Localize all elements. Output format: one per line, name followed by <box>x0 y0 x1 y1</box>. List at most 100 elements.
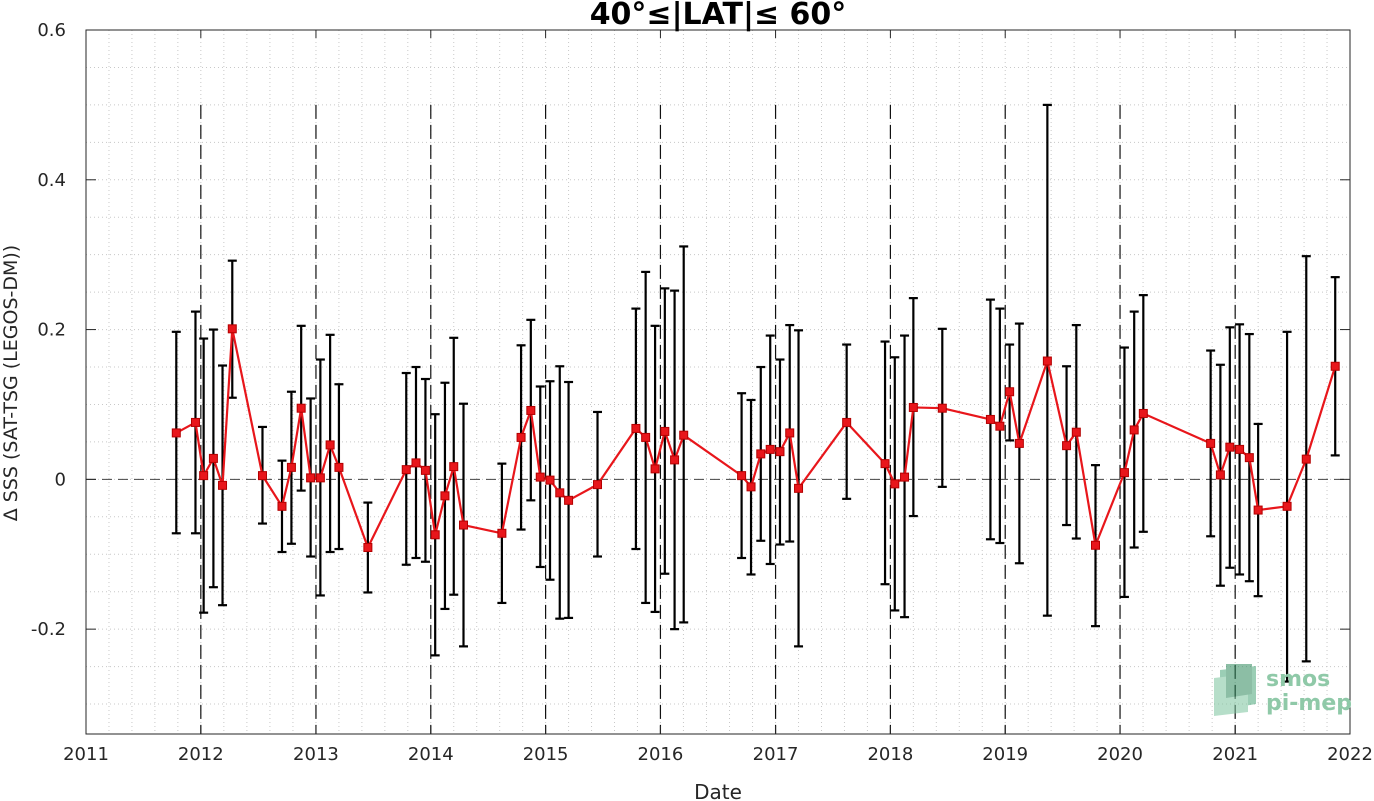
x-tick-label: 2021 <box>1212 744 1258 765</box>
logo-mark-icon <box>1214 664 1256 716</box>
data-point <box>315 473 325 483</box>
data-point <box>746 482 756 492</box>
data-point <box>765 444 775 454</box>
data-point <box>218 480 228 490</box>
smos-pimep-logo: smos pi-mep <box>1214 664 1352 716</box>
data-point <box>1206 438 1216 448</box>
data-point <box>296 403 306 413</box>
data-point <box>785 428 795 438</box>
data-point <box>286 462 296 472</box>
data-point <box>411 458 421 468</box>
data-point <box>880 459 890 469</box>
data-point <box>555 488 565 498</box>
data-point <box>497 528 507 538</box>
data-point <box>1129 425 1139 435</box>
year-divider-lines <box>200 104 1236 734</box>
data-point <box>1062 441 1072 451</box>
data-point <box>208 453 218 463</box>
data-point <box>1138 408 1148 418</box>
data-point <box>1330 361 1340 371</box>
data-point <box>1119 468 1129 478</box>
data-point <box>756 449 766 459</box>
x-tick-label: 2020 <box>1097 744 1143 765</box>
x-tick-label: 2011 <box>63 744 109 765</box>
x-tick-label: 2013 <box>293 744 339 765</box>
data-point <box>334 462 344 472</box>
x-tick-label: 2022 <box>1327 744 1373 765</box>
y-axis-label: Δ SSS (SAT-TSG (LEGOS-DM)) <box>0 245 22 521</box>
data-point <box>306 473 316 483</box>
data-point <box>1091 540 1101 550</box>
data-point <box>1253 505 1263 515</box>
data-point <box>737 471 747 481</box>
x-tick-label: 2014 <box>408 744 454 765</box>
data-point <box>535 472 545 482</box>
data-point <box>459 520 469 530</box>
x-tick-label: 2012 <box>178 744 224 765</box>
axes-frame <box>85 29 1351 735</box>
data-point <box>190 417 200 427</box>
data-point <box>516 432 526 442</box>
data-point <box>1071 427 1081 437</box>
data-point <box>430 530 440 540</box>
data-point <box>641 432 651 442</box>
data-point <box>277 501 287 511</box>
data-point <box>420 465 430 475</box>
data-point <box>199 471 209 481</box>
data-point <box>593 480 603 490</box>
data-point <box>363 543 373 553</box>
data-point <box>1235 444 1245 454</box>
data-point <box>1042 356 1052 366</box>
data-point <box>227 324 237 334</box>
x-tick-label: 2016 <box>638 744 684 765</box>
data-point <box>650 464 660 474</box>
data-point <box>1301 454 1311 464</box>
data-point <box>564 495 574 505</box>
data-point <box>995 421 1005 431</box>
data-point <box>900 472 910 482</box>
data-point <box>257 471 267 481</box>
axes-box <box>85 29 1351 735</box>
data-point <box>631 423 641 433</box>
data-point <box>775 447 785 457</box>
data-point <box>401 465 411 475</box>
data-point <box>794 483 804 493</box>
data-point <box>1282 501 1292 511</box>
data-point <box>890 479 900 489</box>
logo-text-smos: smos <box>1266 667 1330 692</box>
plot-background <box>86 30 1350 734</box>
data-point <box>670 455 680 465</box>
x-tick-label: 2019 <box>982 744 1028 765</box>
data-point <box>1225 442 1235 452</box>
data-point <box>1005 387 1015 397</box>
data-point <box>325 440 335 450</box>
logo-text-pimep: pi-mep <box>1266 691 1352 716</box>
data-point <box>660 426 670 436</box>
data-point <box>1244 453 1254 463</box>
data-point <box>842 417 852 427</box>
data-markers <box>171 324 1340 553</box>
x-tick-label: 2015 <box>523 744 569 765</box>
data-point <box>937 403 947 413</box>
data-point <box>171 428 181 438</box>
x-tick-label: 2018 <box>867 744 913 765</box>
data-point <box>440 491 450 501</box>
data-point <box>526 405 536 415</box>
data-point <box>1215 470 1225 480</box>
data-point <box>908 402 918 412</box>
y-axis-ticks: -0.2 0 0.2 0.4 0.6 <box>31 20 1350 640</box>
x-axis-ticks: 2011 2012 2013 2014 2015 2016 2017 2018 2019 2020… <box>63 30 1373 765</box>
data-point <box>985 414 995 424</box>
y-tick-label: 0 <box>55 469 66 490</box>
x-axis-label: Date <box>694 780 742 801</box>
data-point <box>1014 438 1024 448</box>
data-point <box>545 475 555 485</box>
y-tick-label: 0.6 <box>37 20 66 41</box>
data-point <box>679 430 689 440</box>
chart-title: 40°≤|LAT|≤ 60° <box>590 0 847 32</box>
x-tick-label: 2017 <box>753 744 799 765</box>
y-tick-label: 0.4 <box>37 170 66 191</box>
data-point <box>449 462 459 472</box>
y-tick-label: -0.2 <box>31 619 66 640</box>
